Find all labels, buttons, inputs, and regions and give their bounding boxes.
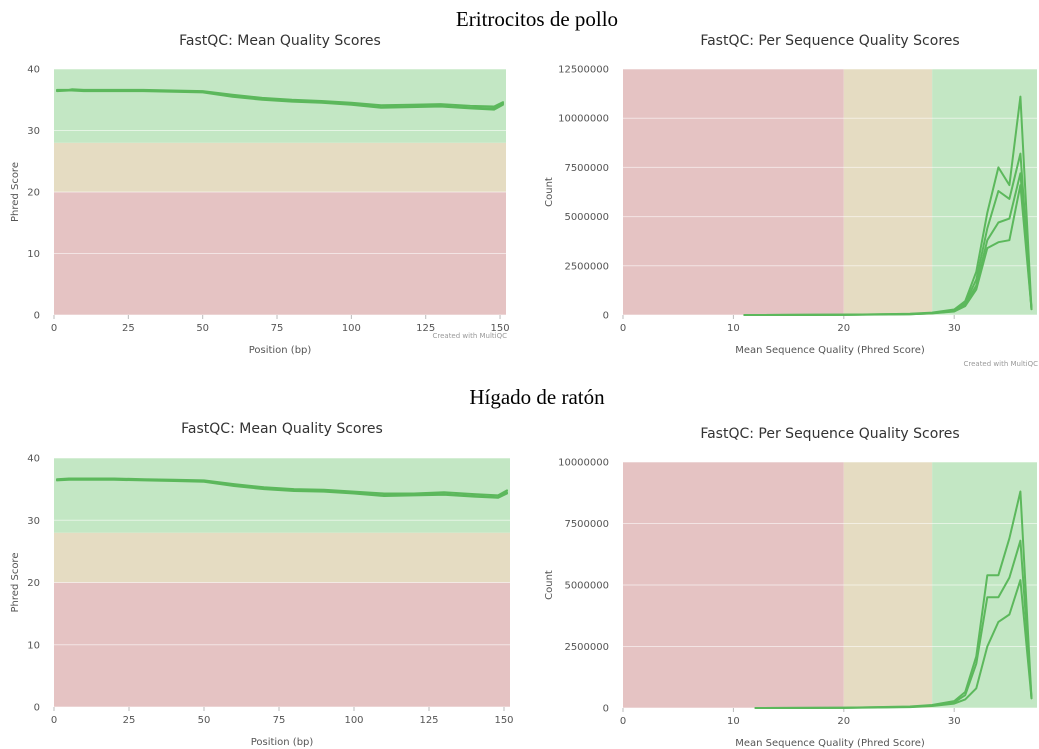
x-axis-label: Position (bp) — [251, 737, 314, 748]
x-tick-label: 25 — [123, 715, 136, 726]
chart-title: FastQC: Mean Quality Scores — [179, 33, 381, 49]
y-tick-label: 0 — [34, 703, 40, 714]
quality-zone — [623, 69, 844, 315]
y-tick-label: 10000000 — [558, 114, 609, 125]
x-tick-label: 25 — [122, 323, 135, 334]
x-tick-label: 0 — [51, 323, 57, 334]
series-line — [743, 184, 1033, 316]
y-tick-label: 10 — [27, 640, 40, 651]
x-tick-label: 0 — [51, 715, 57, 726]
y-tick-label: 30 — [27, 126, 40, 137]
y-tick-label: 2500000 — [564, 261, 609, 272]
chart-panel: 0 10 20 30 40 0 25 50 75 100 125 150 FastQC: Mean Qu… — [10, 421, 514, 748]
x-tick-label: 75 — [271, 323, 284, 334]
chart-panel: 0 2500000 5000000 7500000 10000000 0 10 20 30 Fas… — [544, 426, 1037, 749]
chart-title: FastQC: Per Sequence Quality Scores — [700, 33, 959, 49]
section-heading: Hígado de ratón — [469, 385, 605, 409]
x-axis-label: Mean Sequence Quality (Phred Score) — [735, 738, 925, 749]
x-tick-label: 20 — [837, 716, 850, 727]
y-tick-label: 2500000 — [564, 642, 609, 653]
y-axis-label: Count — [544, 177, 555, 207]
x-tick-label: 0 — [620, 323, 626, 334]
y-axis-label: Phred Score — [10, 553, 21, 613]
x-tick-label: 125 — [416, 323, 435, 334]
quality-zone — [54, 142, 506, 192]
y-tick-label: 40 — [27, 454, 40, 465]
credit-text: Created with MultiQC — [963, 360, 1038, 368]
x-tick-label: 30 — [948, 716, 961, 727]
y-tick-label: 5000000 — [564, 581, 609, 592]
y-tick-label: 7500000 — [564, 519, 609, 530]
y-tick-label: 0 — [603, 311, 609, 322]
y-tick-label: 40 — [27, 65, 40, 76]
y-tick-label: 20 — [27, 188, 40, 199]
chart-title: FastQC: Mean Quality Scores — [181, 421, 383, 437]
x-axis-label: Mean Sequence Quality (Phred Score) — [735, 345, 925, 356]
chart-panel: 0 10 20 30 40 0 25 50 75 100 125 150 FastQC: Mean Qu… — [10, 33, 510, 356]
x-tick-label: 100 — [344, 715, 363, 726]
y-axis-label: Count — [544, 570, 555, 600]
x-tick-label: 20 — [837, 323, 850, 334]
y-tick-label: 10000000 — [558, 458, 609, 469]
credit-text: Created with MultiQC — [432, 332, 507, 340]
y-tick-label: 10 — [27, 249, 40, 260]
section-heading: Eritrocitos de pollo — [456, 7, 618, 31]
series-line — [56, 89, 504, 111]
x-tick-label: 30 — [948, 323, 961, 334]
series-line — [754, 579, 1033, 709]
chart-panel: 0 2500000 5000000 7500000 10000000 12500000 0 1… — [544, 33, 1038, 368]
x-tick-label: 10 — [727, 716, 740, 727]
y-tick-label: 30 — [27, 516, 40, 527]
chart-title: FastQC: Per Sequence Quality Scores — [700, 426, 959, 442]
x-tick-label: 50 — [198, 715, 211, 726]
x-tick-label: 10 — [727, 323, 740, 334]
x-tick-label: 150 — [494, 715, 513, 726]
y-tick-label: 0 — [603, 704, 609, 715]
quality-zone — [843, 69, 933, 315]
x-tick-label: 75 — [273, 715, 286, 726]
y-axis-label: Phred Score — [10, 162, 21, 222]
y-tick-label: 5000000 — [564, 212, 609, 223]
y-tick-label: 7500000 — [564, 163, 609, 174]
x-tick-label: 125 — [419, 715, 438, 726]
x-axis-label: Position (bp) — [249, 345, 312, 356]
quality-zone — [54, 532, 510, 583]
y-tick-label: 20 — [27, 578, 40, 589]
x-tick-label: 150 — [491, 323, 510, 334]
x-tick-label: 50 — [196, 323, 209, 334]
series-line — [56, 478, 508, 499]
x-tick-label: 0 — [620, 716, 626, 727]
y-tick-label: 12500000 — [558, 65, 609, 76]
y-tick-label: 0 — [34, 311, 40, 322]
x-tick-label: 100 — [342, 323, 361, 334]
